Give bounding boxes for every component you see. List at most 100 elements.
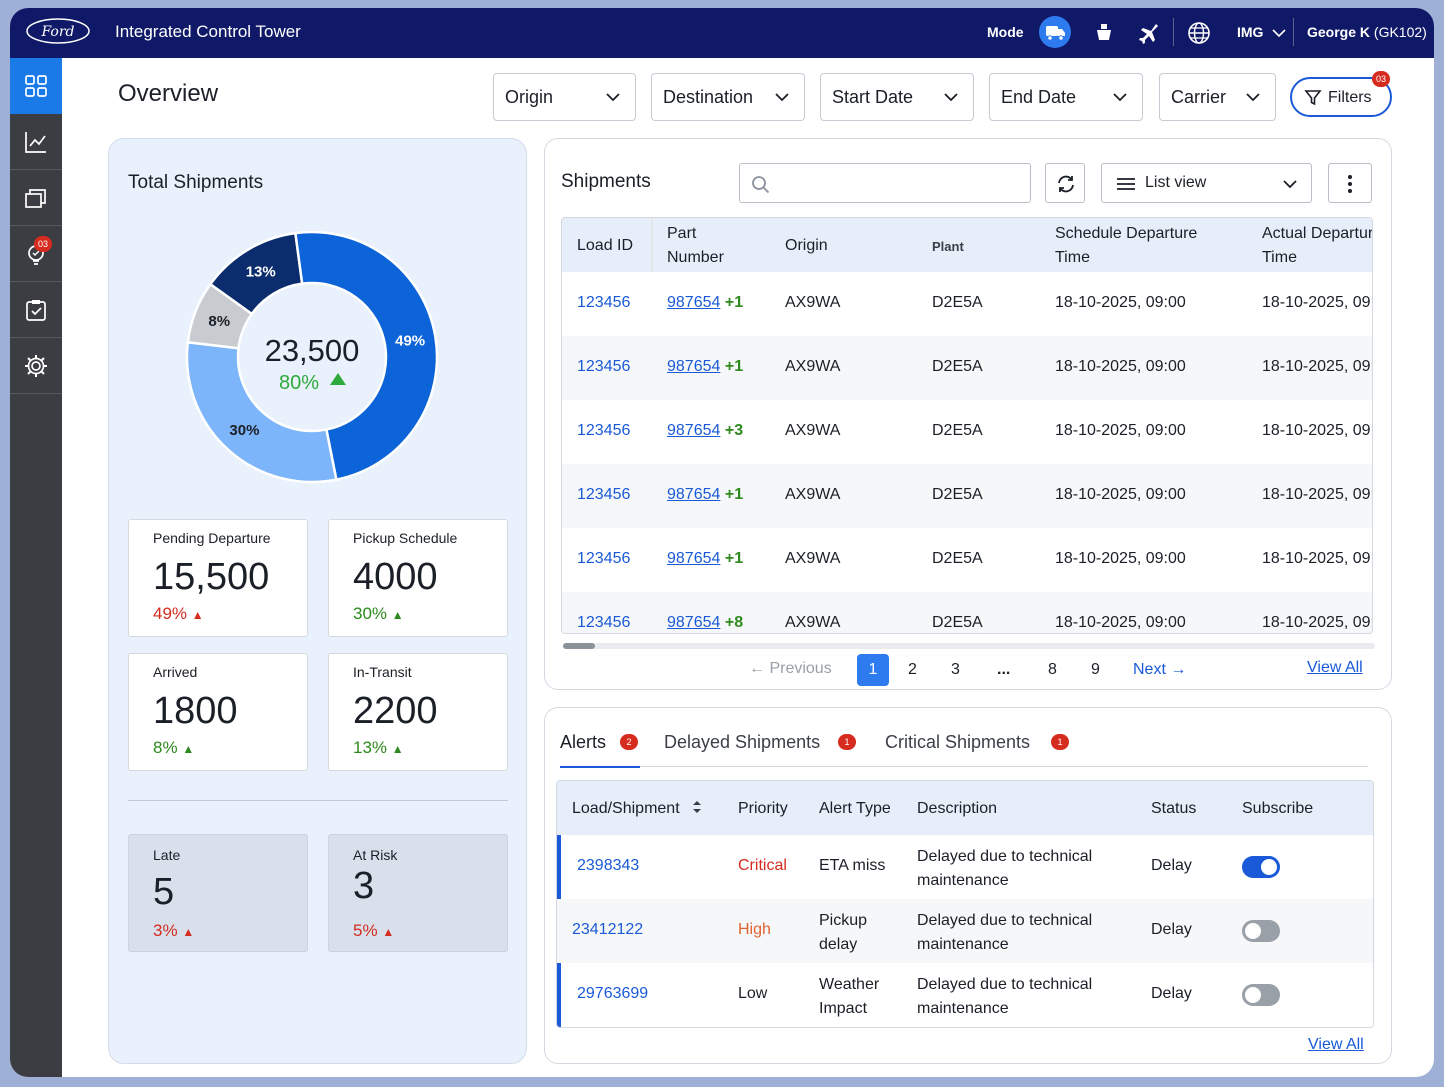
- tab-critical-shipments[interactable]: Critical Shipments 1: [885, 732, 1085, 768]
- alert-load-link[interactable]: 2398343: [577, 857, 640, 874]
- alerts-view-all-link[interactable]: View All: [1308, 1036, 1364, 1053]
- part-extra-count[interactable]: +1: [724, 486, 744, 503]
- end-date-select[interactable]: End Date: [989, 73, 1143, 121]
- load-id-link[interactable]: 123456: [577, 294, 631, 311]
- part-number-link[interactable]: 987654: [667, 294, 721, 311]
- page-9-button[interactable]: 9: [1091, 661, 1100, 678]
- sidebar-item-layers[interactable]: [10, 170, 62, 226]
- ship-mode-icon[interactable]: [1091, 20, 1117, 46]
- destination-select[interactable]: Destination: [651, 73, 805, 121]
- sidebar-item-tasks[interactable]: [10, 282, 62, 338]
- more-options-button[interactable]: [1328, 163, 1372, 203]
- pickup-schedule-pct: 30% ▲: [353, 604, 404, 623]
- subscribe-toggle[interactable]: [1242, 920, 1280, 942]
- col-load-id[interactable]: Load ID: [577, 237, 634, 254]
- alert-load-link[interactable]: 29763699: [577, 985, 649, 1002]
- globe-icon[interactable]: [1186, 20, 1212, 46]
- carrier-select[interactable]: Carrier: [1159, 73, 1276, 121]
- part-extra-count[interactable]: +1: [724, 358, 744, 375]
- origin-cell: AX9WA: [785, 358, 841, 375]
- pending-departure-card[interactable]: Pending Departure 15,500 49% ▲: [128, 519, 308, 637]
- filters-button[interactable]: Filters 03: [1290, 71, 1392, 117]
- col-subscribe[interactable]: Subscribe: [1242, 800, 1314, 817]
- view-mode-select[interactable]: List view: [1101, 163, 1312, 203]
- alert-row[interactable]: 2398343 Critical ETA miss Delayed due to te…: [557, 835, 1373, 899]
- table-row[interactable]: 123456 987654 +1 AX9WA D2E5A 18-10-2025, 09:…: [562, 272, 1372, 336]
- col-part-number[interactable]: Part Number: [667, 225, 724, 266]
- sidebar-item-insights[interactable]: 03: [10, 226, 62, 282]
- table-row[interactable]: 123456 987654 +1 AX9WA D2E5A 18-10-2025, 09:…: [562, 336, 1372, 400]
- part-number-link[interactable]: 987654: [667, 358, 721, 375]
- load-id-link[interactable]: 123456: [577, 486, 631, 503]
- grid-icon: [25, 75, 47, 97]
- part-number-link[interactable]: 987654: [667, 614, 721, 631]
- part-extra-count[interactable]: +1: [724, 294, 744, 311]
- sidebar-item-analytics[interactable]: [10, 114, 62, 170]
- arrived-card[interactable]: Arrived 1800 8% ▲: [128, 653, 308, 771]
- col-load-shipment[interactable]: Load/Shipment: [572, 800, 702, 818]
- donut-slice[interactable]: [293, 230, 439, 482]
- at-risk-card[interactable]: At Risk 3 5% ▲: [328, 834, 508, 952]
- donut-slice[interactable]: [185, 340, 338, 484]
- page-3-button[interactable]: 3: [951, 661, 960, 678]
- subscribe-toggle[interactable]: [1242, 984, 1280, 1006]
- at-risk-pct: 5% ▲: [353, 921, 395, 940]
- subscribe-toggle[interactable]: [1242, 856, 1280, 878]
- user-menu[interactable]: George K (GK102): [1307, 24, 1427, 40]
- col-schedule-departure[interactable]: Schedule Departure Time: [1055, 225, 1198, 266]
- donut-total-value: 23,500: [265, 333, 360, 368]
- col-actual-departure[interactable]: Actual Departure Time: [1262, 225, 1373, 266]
- part-number-link[interactable]: 987654: [667, 486, 721, 503]
- sort-icon[interactable]: [692, 800, 702, 814]
- previous-page-button[interactable]: ← Previous: [749, 660, 832, 677]
- load-id-link[interactable]: 123456: [577, 358, 631, 375]
- col-plant[interactable]: Plant: [932, 239, 964, 254]
- sidebar-item-overview[interactable]: [10, 58, 62, 114]
- page-2-button[interactable]: 2: [908, 661, 917, 678]
- start-date-select[interactable]: Start Date: [820, 73, 974, 121]
- col-origin[interactable]: Origin: [785, 237, 828, 254]
- table-row[interactable]: 123456 987654 +3 AX9WA D2E5A 18-10-2025, 09:…: [562, 400, 1372, 464]
- horizontal-scrollbar[interactable]: [563, 643, 1375, 649]
- part-extra-count[interactable]: +1: [724, 550, 744, 567]
- shipments-search-input[interactable]: [739, 163, 1031, 203]
- page-8-button[interactable]: 8: [1048, 661, 1057, 678]
- shipments-view-all-link[interactable]: View All: [1307, 659, 1363, 676]
- load-id-link[interactable]: 123456: [577, 614, 631, 631]
- load-id-link[interactable]: 123456: [577, 422, 631, 439]
- air-mode-icon[interactable]: [1136, 20, 1162, 46]
- col-status[interactable]: Status: [1151, 800, 1197, 817]
- part-extra-count[interactable]: +3: [724, 422, 744, 439]
- chevron-down-icon[interactable]: [1271, 27, 1287, 39]
- late-card[interactable]: Late 5 3% ▲: [128, 834, 308, 952]
- table-row[interactable]: 123456 987654 +1 AX9WA D2E5A 18-10-2025, 09:…: [562, 464, 1372, 528]
- sidebar-item-settings[interactable]: [10, 338, 62, 394]
- scrollbar-thumb[interactable]: [563, 643, 595, 649]
- alert-row[interactable]: 23412122 High Pickup delay Delayed due to te…: [557, 899, 1373, 963]
- load-id-link[interactable]: 123456: [577, 550, 631, 567]
- part-number-cell: 987654 +8: [667, 614, 743, 632]
- alert-load-link[interactable]: 23412122: [572, 921, 644, 938]
- pickup-schedule-card[interactable]: Pickup Schedule 4000 30% ▲: [328, 519, 508, 637]
- col-priority[interactable]: Priority: [738, 800, 788, 817]
- table-row[interactable]: 123456 987654 +1 AX9WA D2E5A 18-10-2025, 09:…: [562, 528, 1372, 592]
- col-description[interactable]: Description: [917, 800, 998, 817]
- region-label[interactable]: IMG: [1237, 24, 1264, 40]
- truck-mode-button[interactable]: [1039, 16, 1071, 48]
- donut-slice[interactable]: [186, 282, 254, 350]
- refresh-button[interactable]: [1045, 163, 1085, 203]
- origin-select[interactable]: Origin: [493, 73, 636, 121]
- tab-delayed-shipments[interactable]: Delayed Shipments 1: [664, 732, 864, 768]
- page-1-button[interactable]: 1: [857, 654, 889, 686]
- table-row[interactable]: 123456 987654 +8 AX9WA D2E5A 18-10-2025, 09:…: [562, 592, 1372, 633]
- part-extra-count[interactable]: +8: [724, 614, 744, 631]
- donut-slice-label: 8%: [208, 313, 230, 330]
- start-date-label: Start Date: [832, 87, 914, 107]
- tab-alerts[interactable]: Alerts 2: [560, 732, 640, 768]
- alert-row[interactable]: 29763699 Low Weather Impact Delayed due to t…: [557, 963, 1373, 1027]
- in-transit-card[interactable]: In-Transit 2200 13% ▲: [328, 653, 508, 771]
- next-page-button[interactable]: Next →: [1133, 661, 1187, 678]
- part-number-link[interactable]: 987654: [667, 550, 721, 567]
- col-alert-type[interactable]: Alert Type: [819, 800, 891, 817]
- part-number-link[interactable]: 987654: [667, 422, 721, 439]
